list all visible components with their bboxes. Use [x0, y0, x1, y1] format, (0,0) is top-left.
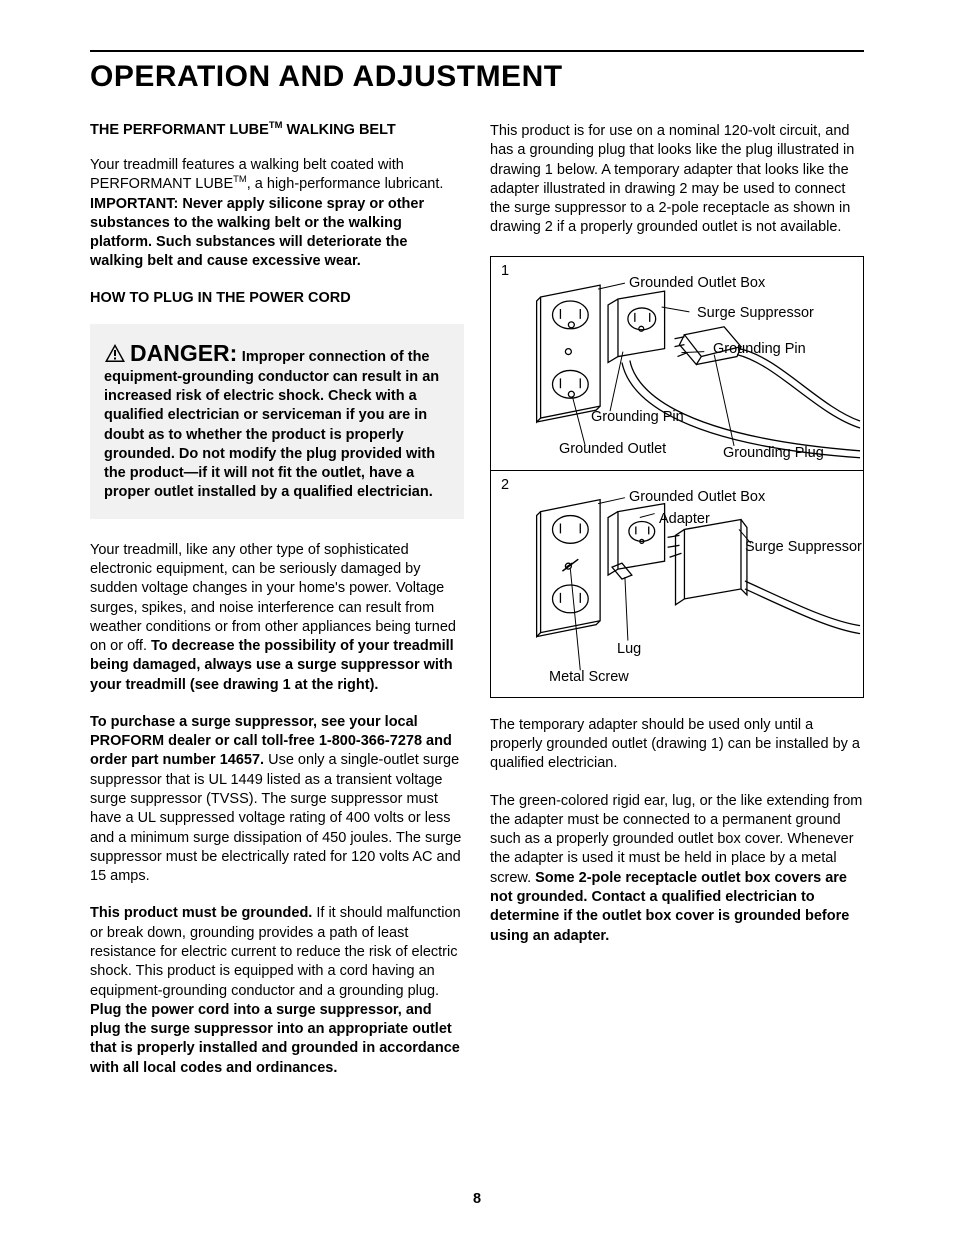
- paragraph-voltage: Your treadmill, like any other type of s…: [90, 541, 464, 695]
- paragraph-purchase: To purchase a surge suppressor, see your…: [90, 713, 464, 887]
- label-goutlet-1: Grounded Outlet: [559, 441, 666, 457]
- figure-number-1: 1: [501, 263, 509, 279]
- label-outlet-box-1: Grounded Outlet Box: [629, 275, 765, 291]
- figure-panel-2: 2: [491, 471, 863, 697]
- danger-word: DANGER:: [130, 340, 237, 366]
- label-outlet-box-2: Grounded Outlet Box: [629, 489, 765, 505]
- label-lug-2: Lug: [617, 641, 641, 657]
- label-gpin2-1: Grounding Pin: [591, 409, 684, 425]
- top-rule: [90, 50, 864, 52]
- danger-body: Improper connection of the equipment-gro…: [104, 349, 439, 501]
- label-gpin-1: Grounding Pin: [713, 341, 806, 357]
- danger-callout: DANGER: Improper connection of the equip…: [90, 324, 464, 519]
- paragraph-temp-adapter: The temporary adapter should be used onl…: [490, 716, 864, 774]
- label-gplug-1: Grounding Plug: [723, 445, 824, 461]
- figure-box: 1: [490, 256, 864, 698]
- paragraph-grounded: This product must be grounded. If it sho…: [90, 904, 464, 1078]
- right-column: This product is for use on a nominal 120…: [490, 122, 864, 1096]
- figure-panel-1: 1: [491, 257, 863, 471]
- label-surge-2: Surge Suppressor: [745, 539, 862, 555]
- label-adapter-2: Adapter: [659, 511, 710, 527]
- subhead-plug-in: HOW TO PLUG IN THE POWER CORD: [90, 290, 464, 306]
- paragraph-circuit: This product is for use on a nominal 120…: [490, 122, 864, 238]
- warning-icon: [104, 343, 126, 368]
- label-screw-2: Metal Screw: [549, 669, 629, 685]
- label-surge-1: Surge Suppressor: [697, 305, 814, 321]
- two-column-layout: THE PERFORMANT LUBETM WALKING BELT Your …: [90, 122, 864, 1096]
- page-number: 8: [0, 1191, 954, 1207]
- left-column: THE PERFORMANT LUBETM WALKING BELT Your …: [90, 122, 464, 1096]
- subhead-walking-belt: THE PERFORMANT LUBETM WALKING BELT: [90, 122, 464, 138]
- page-title: OPERATION AND ADJUSTMENT: [90, 60, 864, 94]
- paragraph-lube: Your treadmill features a walking belt c…: [90, 156, 464, 272]
- figure-number-2: 2: [501, 477, 509, 493]
- paragraph-green-lug: The green-colored rigid ear, lug, or the…: [490, 792, 864, 946]
